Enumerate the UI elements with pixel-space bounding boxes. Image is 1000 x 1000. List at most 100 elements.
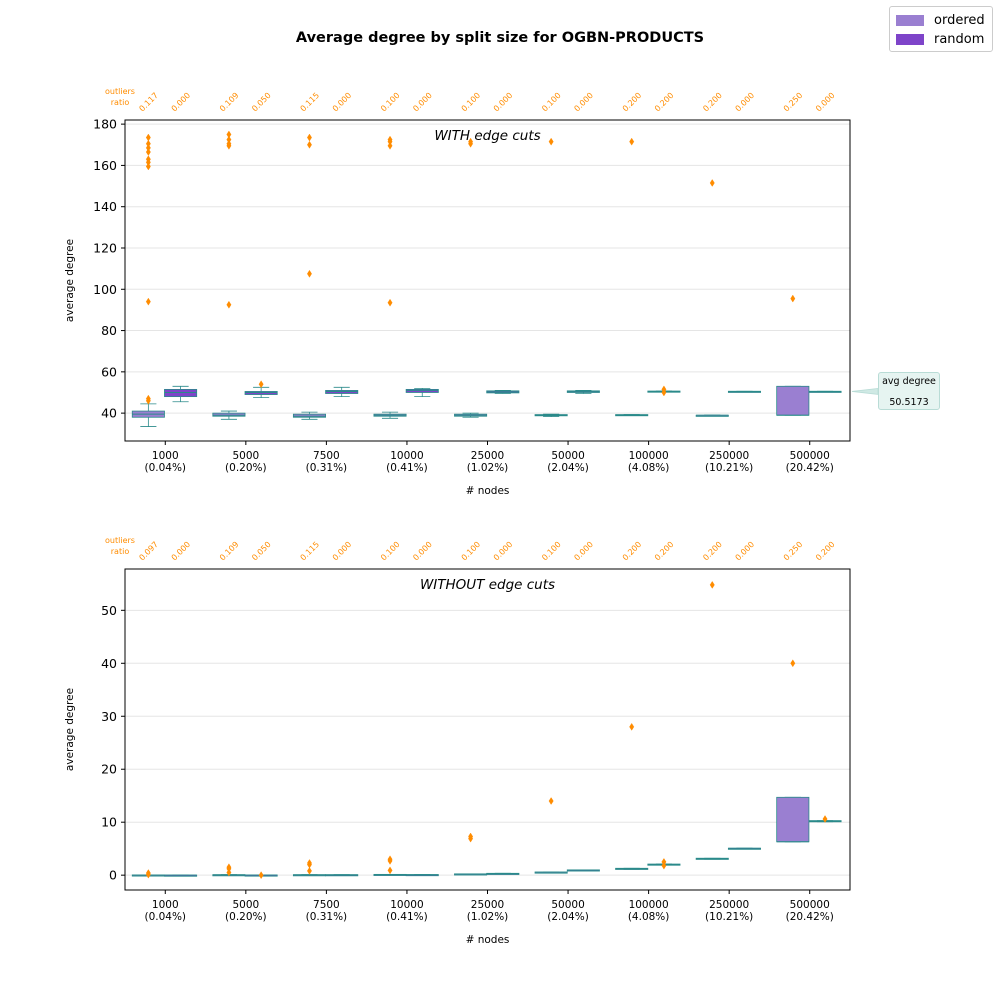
panel0-xtick-pct-1: (0.20%) <box>225 462 267 474</box>
panel0-xtick-label-8: 500000 <box>790 450 830 462</box>
panel0-outlier-ratio-16: 0.250 <box>782 91 805 114</box>
panel0-outlier-8-1 <box>468 139 474 148</box>
panel1-xtick-label-8: 500000 <box>790 899 830 911</box>
panel0-xtick-label-1: 5000 <box>232 450 259 462</box>
panel0-box-random-3 <box>405 388 439 393</box>
panel0-xtick-label-3: 10000 <box>390 450 423 462</box>
panel0-box-random-2 <box>325 390 359 394</box>
panel1-outlier-ratio-10: 0.100 <box>540 540 563 563</box>
panel1-outlier-ratio-17: 0.200 <box>814 540 837 563</box>
panel1-outlier-10-0 <box>548 797 554 805</box>
panel1-xtick-pct-6: (4.08%) <box>628 911 670 923</box>
panel1-xtick-pct-2: (0.31%) <box>306 911 348 923</box>
panel0-xtick-label-0: 1000 <box>152 450 179 462</box>
panel0-box-ordered-2 <box>292 413 326 418</box>
panel1-outlier-ratio-8: 0.100 <box>460 540 483 563</box>
panel1-ytick-label-4: 40 <box>101 656 117 671</box>
panel1-outlier-ratio-9: 0.000 <box>492 540 515 563</box>
legend-entry-random: random <box>896 30 986 49</box>
panel1-xtick-pct-1: (0.20%) <box>225 911 267 923</box>
panel0-outlier-ratio-1: 0.000 <box>170 91 193 114</box>
panel1-outlier-16-0 <box>790 659 796 668</box>
panel1-xtick-label-3: 10000 <box>390 899 423 911</box>
panel0-ytick-label-1: 60 <box>101 364 117 379</box>
panel1-xtick-pct-0: (0.04%) <box>144 911 186 923</box>
panel1-outlier-ratio-15: 0.000 <box>734 540 757 563</box>
panel1-outlier-ratio-0: 0.097 <box>137 540 160 563</box>
panel0-outlier-14-0 <box>709 179 715 187</box>
panel1-outlier-3-0 <box>258 871 264 880</box>
panel1-xtick-label-6: 100000 <box>629 899 669 911</box>
panel0-outlier-ratio-12: 0.200 <box>621 91 644 114</box>
panel0-ytick-label-5: 140 <box>93 199 117 214</box>
panel1-xtick-label-7: 250000 <box>709 899 749 911</box>
panel0-ylabel: average degree <box>64 239 76 322</box>
panel0-xtick-pct-0: (0.04%) <box>144 462 186 474</box>
panel0-outlier-2-4 <box>226 300 232 309</box>
panel1-outlier-ratio-3: 0.050 <box>250 540 273 563</box>
legend-label-ordered: ordered <box>934 13 985 28</box>
panel0-xtick-pct-3: (0.41%) <box>386 462 428 474</box>
panel1-ytick-label-5: 50 <box>101 603 117 618</box>
panel0-outlier-0-7 <box>145 297 151 306</box>
panel0-outlier-ratio-2: 0.109 <box>218 91 241 114</box>
legend-entry-ordered: ordered <box>896 11 986 30</box>
panel0-xtick-pct-7: (10.21%) <box>705 462 753 474</box>
panel0-box-ordered-1 <box>212 412 246 417</box>
panel0-box-random-0 <box>164 388 198 398</box>
panel1-outlier-12-0 <box>629 722 635 731</box>
panel0-outlier-ratio-0: 0.117 <box>137 91 160 114</box>
panel0-outlier-6-2 <box>387 141 393 150</box>
panel0-xtick-label-7: 250000 <box>709 450 749 462</box>
panel0-outlier-4-1 <box>307 140 312 149</box>
panel1-box-ordered-8 <box>776 796 810 843</box>
panel1-xtick-label-4: 25000 <box>471 899 504 911</box>
panel0-ytick-label-0: 40 <box>101 406 117 421</box>
panel0-outlier-ratio-4: 0.115 <box>299 91 322 114</box>
panel1-xtick-pct-8: (20.42%) <box>786 911 834 923</box>
panel1-xtick-pct-4: (1.02%) <box>467 911 509 923</box>
panel1-outlier-6-1 <box>387 856 393 865</box>
panel0-xtick-label-5: 50000 <box>551 450 584 462</box>
panel0-outlier-ratio-9: 0.000 <box>492 91 515 114</box>
panel0-outlier-ratio-6: 0.100 <box>379 91 402 114</box>
panel1-xlabel: # nodes <box>466 934 510 946</box>
panel0-outlier-ratio-13: 0.200 <box>653 91 676 114</box>
panel1-xtick-label-1: 5000 <box>232 899 259 911</box>
chart-title: Average degree by split size for OGBN-PR… <box>296 30 704 46</box>
panel1-xtick-pct-3: (0.41%) <box>386 911 428 923</box>
panel0-outlier-4-2 <box>307 269 312 278</box>
panel1-outliers-label-line2: ratio <box>111 547 130 556</box>
panel0-xtick-pct-6: (4.08%) <box>628 462 670 474</box>
panel0-outlier-0-9 <box>145 396 151 405</box>
panel1-outlier-14-0 <box>709 581 715 589</box>
panel1-outlier-2-2 <box>226 868 232 877</box>
panel1-outlier-ratio-6: 0.100 <box>379 540 402 563</box>
panel0-ytick-label-6: 160 <box>93 158 117 173</box>
panel0-outlier-ratio-17: 0.000 <box>814 91 837 114</box>
panel0-xtick-label-6: 100000 <box>629 450 669 462</box>
panel0-outlier-ratio-7: 0.000 <box>411 91 434 114</box>
panel1-ytick-label-3: 30 <box>101 709 117 724</box>
panel1-outlier-8-1 <box>468 834 474 843</box>
panel0-outlier-3-0 <box>258 380 264 389</box>
panel0-outlier-ratio-15: 0.000 <box>734 91 757 114</box>
legend-label-random: random <box>934 32 985 47</box>
panel0-subtitle: WITH edge cuts <box>434 128 540 144</box>
panel1-outlier-ratio-11: 0.000 <box>572 540 595 563</box>
panel1-outlier-ratio-14: 0.200 <box>701 540 724 563</box>
panel0-outlier-0-6 <box>145 162 151 171</box>
panel1-outlier-6-2 <box>387 866 393 875</box>
panel1-ytick-label-2: 20 <box>101 762 117 777</box>
panel0-outlier-16-0 <box>790 294 796 303</box>
annotation-value: 50.5173 <box>889 397 929 408</box>
panel1-outliers-label-line1: outliers <box>105 536 135 545</box>
panel0-outlier-ratio-8: 0.100 <box>460 91 483 114</box>
panel1-outlier-ratio-12: 0.200 <box>621 540 644 563</box>
panel1-outlier-ratio-2: 0.109 <box>218 540 241 563</box>
panel1-xtick-pct-7: (10.21%) <box>705 911 753 923</box>
panel0-outlier-ratio-3: 0.050 <box>250 91 273 114</box>
panel0-xtick-label-4: 25000 <box>471 450 504 462</box>
